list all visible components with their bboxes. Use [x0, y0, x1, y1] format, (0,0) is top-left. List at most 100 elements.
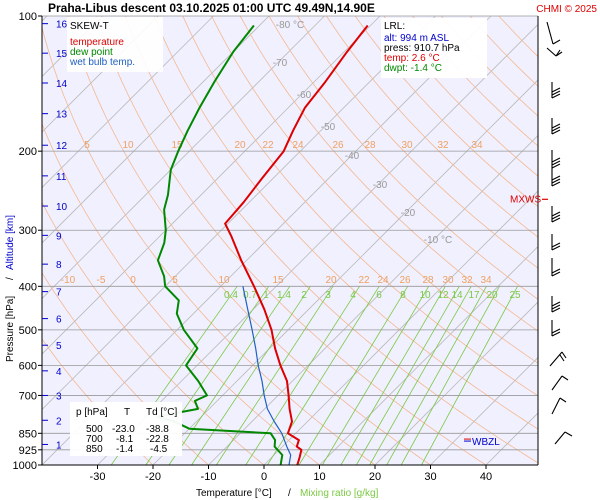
altitude-tick-label: 1: [56, 440, 62, 451]
legend-dew-point: dew point: [70, 47, 113, 58]
altitude-tick-label: 16: [56, 20, 68, 31]
altitude-tick-label: 6: [56, 315, 62, 326]
dew-point-line: [156, 24, 284, 465]
wind-barbs: [546, 21, 573, 445]
theta-label: 0: [130, 275, 136, 286]
theta-label: 15: [171, 140, 183, 151]
theta-label: -5: [97, 275, 106, 286]
plot-area: [42, 16, 538, 465]
theta-label: 5: [84, 140, 90, 151]
altitude-tick-label: 13: [56, 110, 68, 121]
isotherm-label: -50: [321, 122, 336, 133]
mixing-ratio-line: [245, 286, 360, 465]
mixing-ratio-line: [191, 286, 311, 465]
wind-barb-icon: [551, 168, 561, 187]
wind-barb-icon: [551, 375, 569, 391]
wind-barb-icon: [551, 258, 561, 277]
theta-label: -10: [61, 275, 76, 286]
mixing-ratio-label: 2: [301, 290, 307, 301]
theta-label: 20: [234, 140, 246, 151]
wind-barb-icon: [551, 150, 561, 169]
lrl-title: LRL:: [384, 21, 405, 32]
table-cell: -8.1: [116, 434, 134, 445]
mxws-label: MXWS: [510, 194, 541, 205]
y-axis-label: Pressure [hPa] / Altitude [km]: [5, 215, 16, 362]
dry-adiabat-line: [297, 16, 538, 269]
altitude-tick-label: 5: [56, 341, 62, 352]
wind-barb-icon: [546, 47, 563, 57]
mixing-ratio-line: [267, 286, 380, 465]
copyright-text: CHMI © 2025: [536, 4, 597, 15]
table-cell: -4.5: [150, 444, 168, 455]
isotherm-line: [42, 16, 436, 411]
x-axis-label-mixing: Mixing ratio [g/kg]: [300, 488, 379, 499]
wind-barb-icon: [551, 397, 567, 415]
mixing-ratio-line: [298, 286, 409, 465]
theta-label: 30: [442, 275, 454, 286]
mixing-ratio-line: [369, 286, 472, 465]
y-tick-label: 1000: [13, 460, 37, 472]
y-axis-label-altitude: Altitude [km]: [5, 215, 16, 270]
mixing-ratio-label: 8: [400, 290, 406, 301]
mixing-ratio-label: 1.4: [277, 290, 291, 301]
isotherm-label: -10 °C: [424, 235, 452, 246]
wind-barb-icon: [546, 21, 561, 45]
legend-title: SKEW-T: [70, 21, 109, 32]
y-tick-label: 200: [19, 146, 37, 158]
theta-label: 32: [437, 140, 449, 151]
x-tick-label: -30: [90, 471, 106, 483]
dry-adiabat-line: [354, 16, 538, 208]
wind-barb-icon: [549, 351, 567, 367]
y-tick-label: 600: [19, 360, 37, 372]
dry-adiabat-line: [182, 16, 538, 397]
level-markers: MXWS WBZL: [464, 194, 548, 448]
table-header-td: Td [°C]: [146, 407, 177, 418]
mixing-ratio-line: [216, 286, 334, 465]
x-axis-label-separator: /: [288, 488, 291, 499]
legend-box: SKEW-T temperature dew point wet bulb te…: [67, 17, 163, 72]
x-axis-label-temperature: Temperature [°C]: [196, 488, 272, 499]
theta-label: 34: [471, 140, 483, 151]
mixing-ratio-label: 10: [419, 290, 431, 301]
mixing-ratio-line: [168, 286, 291, 465]
table-cell: 500: [86, 424, 103, 435]
mixing-ratio-label: 12: [437, 290, 449, 301]
altitude-tick-label: 4: [56, 367, 62, 378]
altitude-tick-label: 15: [56, 49, 68, 60]
isotherm-line: [542, 16, 600, 465]
theta-label: 28: [364, 140, 376, 151]
wind-barb-icon: [551, 82, 561, 99]
dry-adiabat-line: [153, 16, 538, 430]
mixing-ratio-label: 25: [509, 290, 521, 301]
temperature-line: [224, 24, 369, 465]
isotherm-line: [152, 79, 538, 465]
altitude-tick-label: 8: [56, 260, 62, 271]
dry-adiabat-line: [268, 16, 538, 300]
isotherm-line: [42, 16, 492, 465]
theta-label: 24: [292, 140, 304, 151]
theta-label: 34: [480, 275, 492, 286]
lrl-temp: temp: 2.6 °C: [384, 53, 440, 64]
theta-label: 15: [272, 275, 284, 286]
altitude-tick-label: 12: [56, 141, 68, 152]
theta-label: 28: [422, 275, 434, 286]
isotherm-label: -40: [345, 151, 360, 162]
table-cell: -1.4: [116, 444, 134, 455]
mixing-ratio-label: 0.7: [243, 290, 257, 301]
dry-adiabat-line: [239, 16, 538, 332]
y-tick-label: 100: [19, 11, 37, 23]
mixing-ratio-label: 6: [376, 290, 382, 301]
y-axis-label-separator: /: [5, 277, 16, 280]
y-axis-label-pressure: Pressure [hPa]: [5, 296, 16, 362]
y-tick-label: 925: [19, 445, 37, 457]
mixing-ratio-line: [340, 286, 446, 465]
mixing-ratio-line: [356, 286, 460, 465]
mixing-ratio-label: 3: [325, 290, 331, 301]
wind-barb-icon: [551, 320, 561, 337]
y-tick-label: 300: [19, 225, 37, 237]
x-tick-label: 0: [261, 471, 267, 483]
table-cell: -23.0: [112, 424, 135, 435]
x-tick-label: 30: [424, 471, 436, 483]
x-tick-label: -20: [145, 471, 161, 483]
theta-label: 26: [399, 275, 411, 286]
